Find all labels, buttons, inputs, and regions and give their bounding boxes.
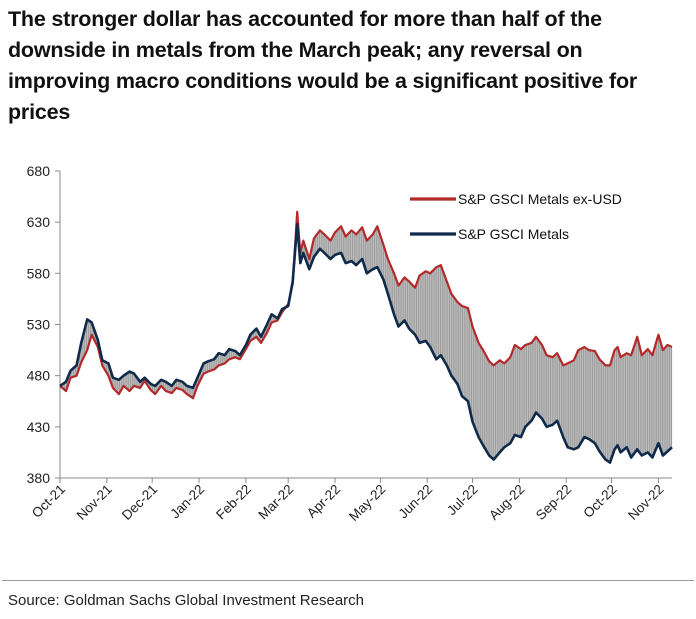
x-tick-label: Sep-22 bbox=[533, 482, 574, 523]
source-divider bbox=[2, 580, 694, 581]
series-line-metals bbox=[59, 222, 673, 464]
x-tick-label: Jan-22 bbox=[167, 482, 207, 522]
x-tick-label: Jun-22 bbox=[396, 482, 436, 522]
legend-label: S&P GSCI Metals ex-USD bbox=[458, 191, 622, 207]
series-line-metals-ex-usd bbox=[59, 210, 673, 400]
x-tick-label: May-22 bbox=[346, 482, 388, 524]
y-tick-label: 680 bbox=[27, 163, 51, 179]
x-tick-label: Mar-22 bbox=[255, 482, 296, 523]
y-tick-label: 530 bbox=[27, 317, 51, 333]
x-tick-label: Oct-22 bbox=[580, 482, 619, 521]
x-tick-label: Nov-21 bbox=[74, 482, 115, 523]
spread-shading bbox=[60, 211, 673, 463]
x-tick-label: Feb-22 bbox=[213, 482, 254, 523]
source-note: Source: Goldman Sachs Global Investment … bbox=[8, 592, 365, 609]
spread-hatch bbox=[61, 216, 673, 463]
x-tick-label: Apr-22 bbox=[304, 482, 343, 521]
legend: S&P GSCI Metals ex-USD S&P GSCI Metals bbox=[410, 191, 622, 242]
x-tick-label: Aug-22 bbox=[486, 482, 527, 523]
y-tick-label: 480 bbox=[27, 368, 51, 384]
spread-band bbox=[60, 211, 672, 463]
y-tick-label: 430 bbox=[27, 419, 51, 435]
y-tick-label: 580 bbox=[27, 265, 51, 281]
chart-title: The stronger dollar has accounted for mo… bbox=[8, 7, 638, 124]
x-tick-label: Oct-21 bbox=[29, 482, 68, 521]
x-tick-label: Nov-22 bbox=[625, 482, 666, 523]
x-tick-label: Jul-22 bbox=[444, 482, 481, 519]
y-tick-label: 630 bbox=[27, 214, 51, 230]
series-lines bbox=[59, 210, 673, 464]
legend-label: S&P GSCI Metals bbox=[458, 226, 569, 242]
y-tick-label: 380 bbox=[27, 470, 51, 486]
x-tick-label: Dec-21 bbox=[119, 482, 160, 523]
